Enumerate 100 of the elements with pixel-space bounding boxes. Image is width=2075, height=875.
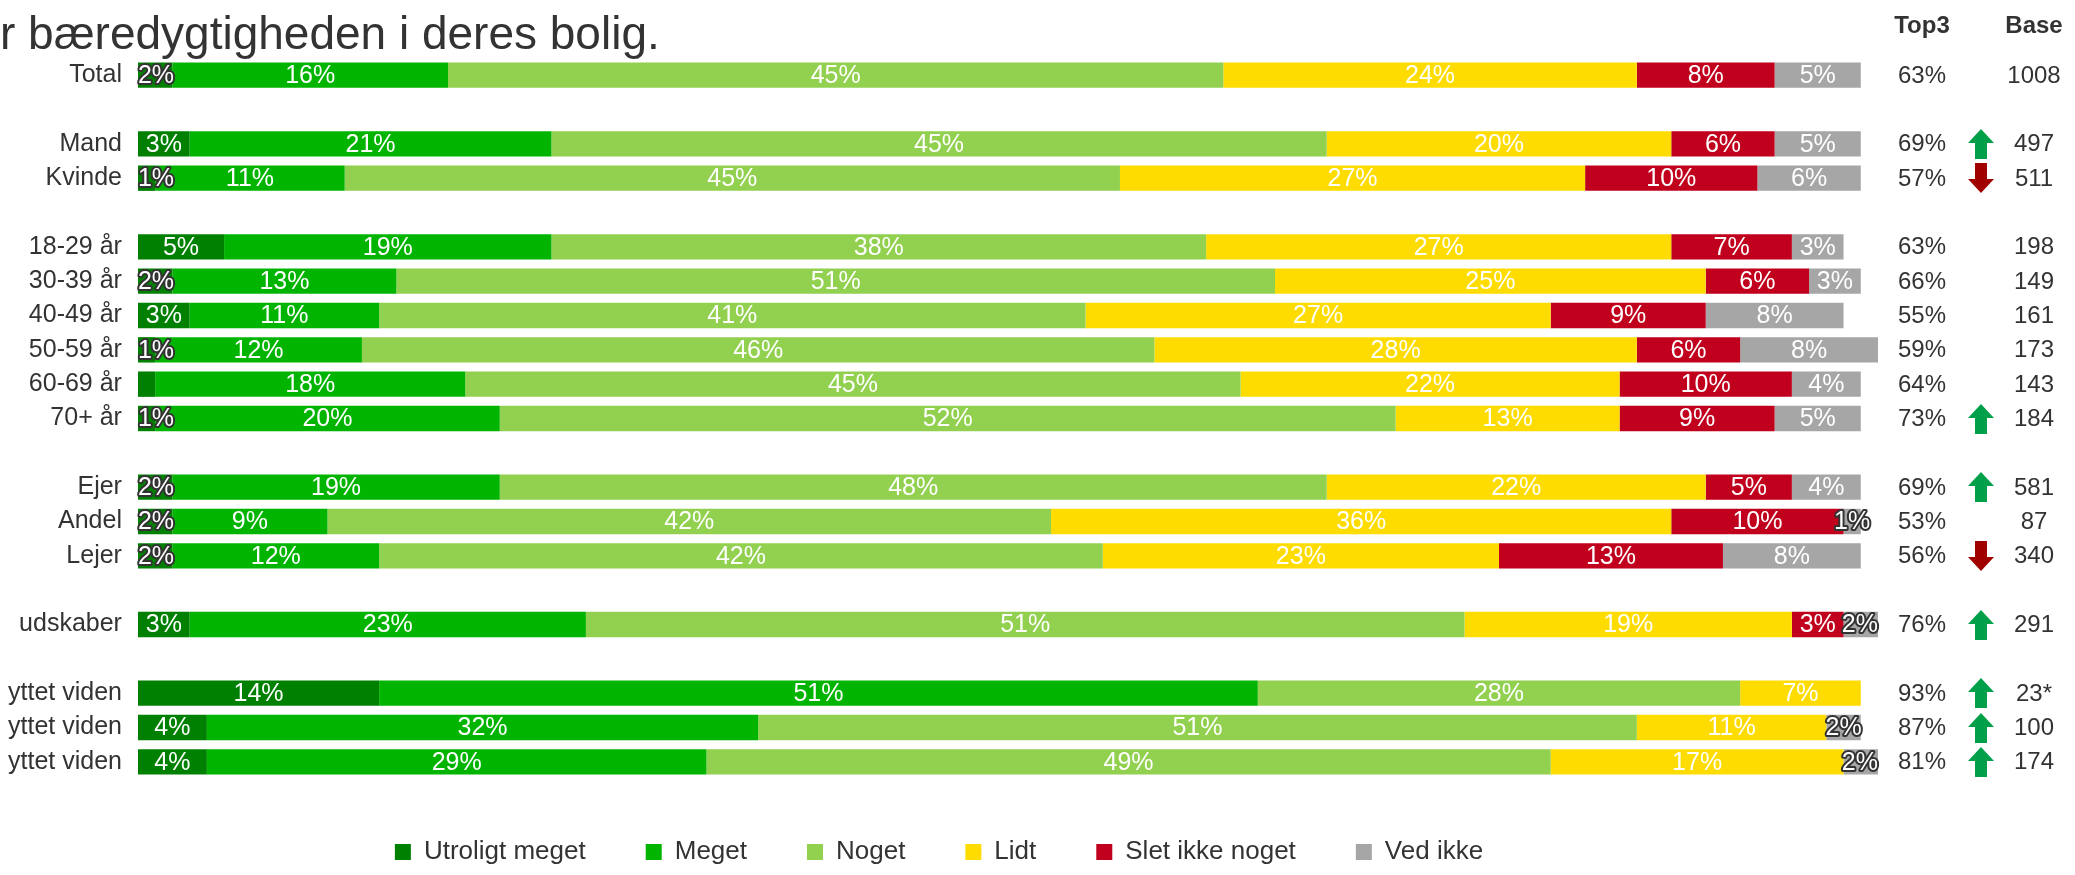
bar (1154, 337, 1637, 363)
data-label: 8% (1687, 60, 1724, 89)
bar (1206, 234, 1672, 260)
data-label: 3% (145, 609, 182, 638)
data-label: 22% (1491, 472, 1542, 501)
data-label: 8% (1791, 334, 1828, 363)
bar (1498, 543, 1723, 569)
data-label: 11% (225, 163, 275, 192)
data-label: 4% (154, 712, 191, 741)
legend-label: Lidt (994, 835, 1038, 866)
text: 340 (2013, 541, 2055, 569)
data-label: 1% (137, 334, 175, 363)
y-tick-label: 50-59 år (28, 333, 122, 362)
bar (1619, 371, 1792, 397)
bar (1275, 268, 1706, 294)
data-label: 51% (1000, 609, 1051, 638)
bar (499, 474, 1327, 500)
bar (1102, 543, 1499, 569)
bar (172, 543, 380, 569)
data-label: 3% (1816, 266, 1853, 295)
text: 161 (2013, 301, 2055, 329)
data-label: 29% (431, 746, 482, 775)
data-label: 1% (137, 163, 175, 192)
y-tick-label: yttet viden (8, 745, 122, 774)
data-label: 3% (145, 300, 182, 329)
data-label: 2% (137, 540, 175, 569)
data-label: 2% (137, 506, 175, 535)
data-label: 3% (145, 128, 182, 157)
legend-label: Noget (835, 835, 907, 866)
bar (137, 371, 156, 397)
bar (1619, 405, 1775, 432)
bar (1585, 165, 1758, 191)
y-tick-label: 30-39 år (28, 265, 122, 294)
bar (1636, 62, 1775, 88)
text: Base (2005, 10, 2063, 38)
legend-label: Meget (674, 835, 748, 866)
data-label: 51% (793, 678, 844, 707)
data-label: 4% (154, 746, 191, 775)
chart-title: r bæredygtigheden i deres bolig. (0, 6, 660, 60)
text: 174 (2013, 747, 2055, 775)
bar (172, 268, 397, 294)
bar (1326, 474, 1706, 500)
data-label: 27% (1293, 300, 1344, 329)
bar (1550, 749, 1844, 775)
data-label: 20% (1473, 128, 1524, 157)
data-label: 27% (1327, 163, 1378, 192)
y-tick-label: Lejer (66, 539, 122, 568)
text: 149 (2013, 266, 2055, 294)
bar (189, 302, 380, 329)
data-label: 6% (1791, 163, 1828, 192)
data-label: 51% (1172, 712, 1223, 741)
data-label: 3% (1799, 231, 1836, 260)
legend-label: Utroligt meget (423, 835, 587, 866)
data-label: 38% (853, 231, 904, 260)
data-label: 19% (311, 472, 362, 501)
y-tick-label: 70+ år (50, 402, 122, 431)
data-label: 4% (1808, 472, 1845, 501)
data-label: 5% (1799, 128, 1836, 157)
text: 198 (2013, 232, 2055, 260)
bar (361, 337, 1155, 363)
text: 76% (1897, 610, 1947, 638)
data-label: 45% (707, 163, 758, 192)
data-label: 13% (259, 266, 310, 295)
bar (1240, 371, 1620, 397)
data-label: 10% (1646, 163, 1697, 192)
text: 53% (1897, 507, 1947, 535)
y-tick-label: yttet viden (8, 711, 122, 740)
bar (1119, 165, 1586, 191)
text: 143 (2013, 369, 2055, 397)
bar (379, 680, 1258, 706)
data-label: 4% (1808, 369, 1845, 398)
data-label: 5% (1799, 60, 1836, 89)
data-label: 20% (302, 403, 353, 432)
text: 69% (1897, 129, 1947, 157)
y-tick-label: Andel (58, 505, 122, 534)
legend-label: Ved ikke (1384, 835, 1484, 866)
bar (137, 680, 380, 706)
data-label: 23% (362, 609, 413, 638)
data-label: 18% (285, 369, 336, 398)
data-label: 22% (1405, 369, 1456, 398)
text: 1008 (2007, 60, 2061, 88)
data-label: 13% (1585, 540, 1636, 569)
data-label: 48% (888, 472, 939, 501)
bar (758, 714, 1637, 741)
text: Top3 (1894, 10, 1950, 38)
data-label: 14% (233, 678, 284, 707)
y-tick-label: Kvinde (45, 162, 122, 191)
data-label: 8% (1756, 300, 1793, 329)
data-label: 9% (231, 506, 269, 535)
data-label: 2% (137, 266, 175, 295)
data-label: 42% (664, 506, 715, 535)
data-label: 24% (1405, 60, 1456, 89)
bar (1636, 714, 1827, 741)
bar (585, 611, 1465, 638)
text: 56% (1897, 541, 1947, 569)
data-label: 32% (457, 712, 508, 741)
bar (1671, 234, 1792, 260)
text: 59% (1897, 335, 1947, 363)
data-label: 7% (1782, 678, 1819, 707)
text: 81% (1897, 747, 1947, 775)
